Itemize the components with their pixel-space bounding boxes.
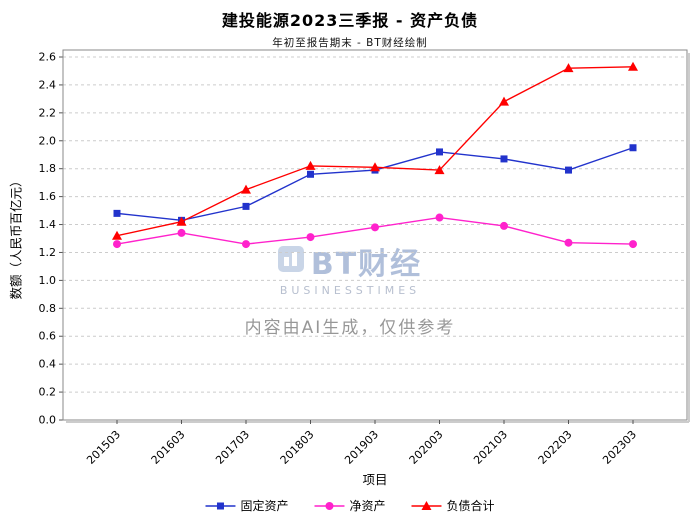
- legend-marker-icon: [314, 501, 345, 510]
- legend-item: 负债合计: [411, 497, 495, 514]
- x-tick-label: 202303: [600, 428, 639, 467]
- chart-title: 建投能源2023三季报 - 资产负债: [221, 11, 479, 30]
- y-tick-label: 2.2: [39, 106, 57, 119]
- data-point-marker: [435, 213, 444, 222]
- y-tick-label: 2.6: [39, 51, 57, 64]
- chart-canvas: 0.0 0.2 0.4 0.6 0.8 1.0 1.2 1.4 1.6 1.8 2.0 2.2 2.4 2…: [39, 49, 690, 467]
- legend-marker-icon: [411, 500, 442, 510]
- x-tick-label: 201703: [213, 428, 252, 467]
- x-tick-label: 201803: [278, 428, 317, 467]
- data-point-marker: [629, 240, 637, 249]
- data-point-marker: [112, 230, 122, 240]
- y-tick-label: 1.2: [39, 246, 57, 259]
- data-point-marker: [370, 162, 380, 172]
- x-tick-label: 201503: [84, 428, 123, 467]
- y-tick-label: 2.4: [39, 78, 57, 91]
- data-point-marker: [434, 165, 445, 175]
- legend-item: 净资产: [314, 497, 386, 514]
- series-line: [116, 66, 634, 237]
- watermark-brand-sub: BUSINESSTIMES: [279, 284, 421, 297]
- data-point-marker: [113, 209, 121, 217]
- y-tick-label: 2.0: [39, 134, 57, 147]
- data-point-marker: [177, 228, 186, 237]
- y-tick-label: 0.2: [39, 386, 57, 399]
- legend-label: 负债合计: [446, 499, 495, 513]
- data-point-marker: [628, 61, 638, 71]
- y-axis-title: 数额（人民币百亿元）: [8, 174, 24, 300]
- x-axis-title: 项目: [362, 472, 388, 487]
- legend-item: 固定资产: [205, 497, 288, 514]
- legend-label: 净资产: [349, 499, 386, 513]
- data-point-marker: [241, 184, 251, 194]
- legend: 固定资产 净资产 负债合计: [205, 497, 495, 514]
- x-tick-label: 202203: [536, 428, 575, 467]
- series-line: [116, 147, 634, 222]
- y-tick-label: 1.8: [39, 162, 57, 175]
- data-point-marker: [629, 144, 637, 152]
- legend-marker-icon: [205, 502, 236, 509]
- data-point-marker: [500, 155, 508, 163]
- y-tick-label: 0.6: [39, 330, 57, 343]
- x-tick-label: 201603: [149, 428, 188, 467]
- y-tick-label: 0.8: [39, 302, 57, 315]
- y-tick-label: 1.0: [39, 274, 57, 287]
- data-point-marker: [242, 240, 250, 249]
- data-point-marker: [564, 238, 573, 247]
- y-tick-label: 1.4: [39, 218, 57, 231]
- watermark-disclaimer: 内容由AI生成，仅供参考: [244, 318, 456, 338]
- data-point-marker: [176, 216, 187, 226]
- x-tick-label: 201903: [342, 428, 381, 467]
- x-tick-label: 202103: [471, 428, 510, 467]
- data-point-marker: [565, 166, 572, 174]
- data-point-marker: [307, 170, 314, 178]
- y-tick-label: 0.0: [39, 414, 57, 427]
- legend-label: 固定资产: [240, 499, 289, 513]
- y-tick-label: 0.4: [39, 358, 57, 371]
- data-point-marker: [371, 223, 379, 232]
- y-tick-label: 1.6: [39, 190, 57, 203]
- data-point-marker: [563, 63, 574, 73]
- x-tick-label: 202003: [407, 428, 446, 467]
- chart-subtitle: 年初至报告期末 - BT财经绘制: [272, 37, 428, 49]
- data-point-marker: [436, 148, 443, 156]
- data-point-marker: [305, 160, 316, 170]
- data-point-marker: [113, 240, 121, 249]
- data-point-marker: [499, 96, 509, 106]
- data-point-marker: [500, 221, 508, 230]
- data-point-marker: [242, 202, 250, 210]
- data-point-marker: [306, 233, 315, 242]
